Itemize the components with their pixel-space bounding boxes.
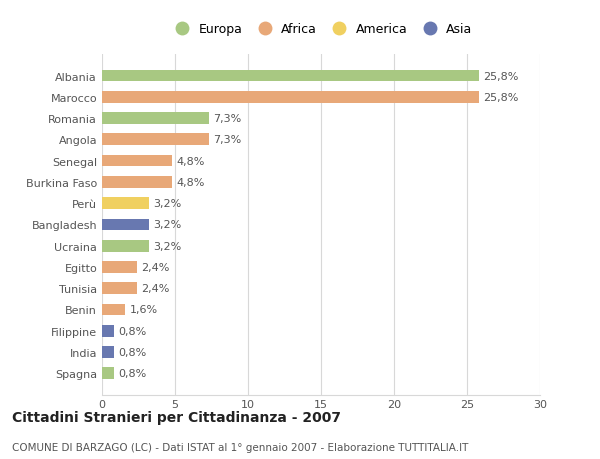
Text: 4,8%: 4,8% [176,156,205,166]
Bar [102,262,137,273]
Text: 0,8%: 0,8% [118,369,146,379]
Bar [102,347,113,358]
Text: 1,6%: 1,6% [130,305,158,315]
Text: 0,8%: 0,8% [118,347,146,357]
Text: 3,2%: 3,2% [153,199,181,209]
Text: 25,8%: 25,8% [483,93,518,102]
Bar [102,325,113,337]
Bar [102,198,149,209]
Bar [102,113,209,125]
Bar [102,177,172,188]
Bar [102,304,125,316]
Text: 2,4%: 2,4% [142,263,170,272]
Text: 3,2%: 3,2% [153,220,181,230]
Text: 7,3%: 7,3% [213,114,241,124]
Bar [102,219,149,231]
Text: 3,2%: 3,2% [153,241,181,251]
Text: 2,4%: 2,4% [142,284,170,294]
Bar [102,134,209,146]
Text: Cittadini Stranieri per Cittadinanza - 2007: Cittadini Stranieri per Cittadinanza - 2… [12,411,341,425]
Bar [102,156,172,167]
Legend: Europa, Africa, America, Asia: Europa, Africa, America, Asia [167,21,475,39]
Text: 0,8%: 0,8% [118,326,146,336]
Bar [102,283,137,294]
Bar [102,241,149,252]
Bar [102,368,113,379]
Bar [102,71,479,82]
Text: 4,8%: 4,8% [176,178,205,187]
Text: 7,3%: 7,3% [213,135,241,145]
Text: COMUNE DI BARZAGO (LC) - Dati ISTAT al 1° gennaio 2007 - Elaborazione TUTTITALIA: COMUNE DI BARZAGO (LC) - Dati ISTAT al 1… [12,442,469,452]
Text: 25,8%: 25,8% [483,71,518,81]
Bar [102,92,479,103]
